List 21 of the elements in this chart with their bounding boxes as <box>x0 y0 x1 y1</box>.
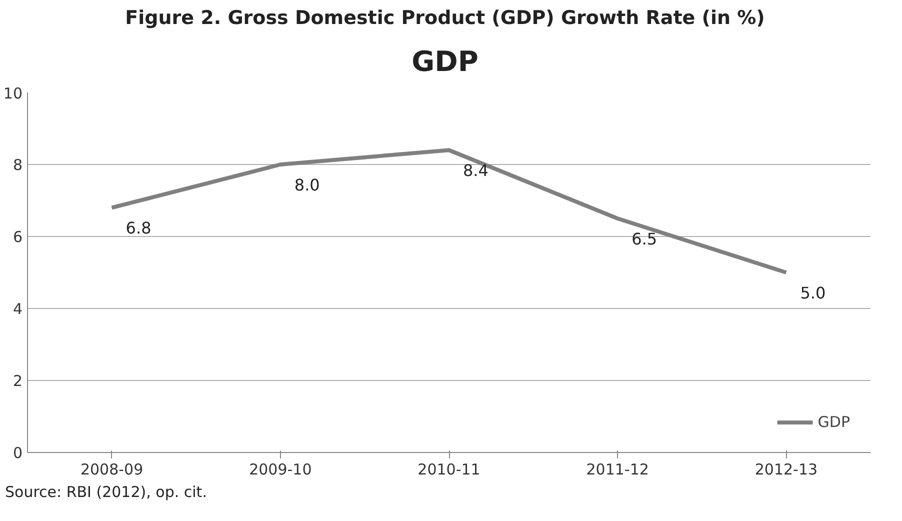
x-tick-label: 2011-12 <box>586 460 649 479</box>
x-tick-label: 2012-13 <box>754 460 818 479</box>
y-tick-label: 10 <box>3 84 23 103</box>
x-tick-label: 2009-10 <box>249 460 312 479</box>
y-tick-label: 8 <box>12 156 23 174</box>
y-tick-label: 4 <box>12 300 23 318</box>
source-note: Source: RBI (2012), op. cit. <box>5 482 207 504</box>
text: 8.4 <box>463 161 488 180</box>
text: 6.8 <box>126 218 152 238</box>
text: 6.5 <box>632 230 658 249</box>
y-tick-label: 6 <box>12 228 23 246</box>
x-tick-label: 2010-11 <box>418 460 480 479</box>
y-tick-label: 0 <box>12 444 23 462</box>
x-tick-label: 2008-09 <box>80 460 144 479</box>
chart-title: Figure 2. Gross Domestic Product (GDP) Growth Rate (in %) <box>125 6 765 31</box>
y-tick-label: 2 <box>12 372 23 390</box>
text: 8.0 <box>294 176 320 195</box>
text: 5.0 <box>800 284 826 303</box>
chart-subtitle: GDP <box>412 44 478 80</box>
legend-label: GDP <box>818 413 850 432</box>
line-series <box>110 148 788 275</box>
